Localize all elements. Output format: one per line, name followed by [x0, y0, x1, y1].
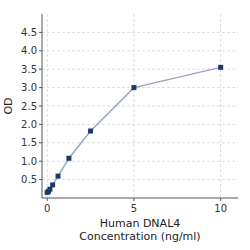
x-tick — [133, 198, 134, 201]
x-tick-label: 0 — [44, 203, 50, 214]
grid-line — [220, 14, 221, 198]
grid-line — [42, 50, 238, 51]
y-tick-label: 2.5 — [21, 101, 37, 112]
y-tick-label: 3.5 — [21, 64, 37, 75]
marker — [218, 65, 223, 70]
x-axis-label: Human DNAL4Concentration (ng/ml) — [79, 217, 200, 243]
grid — [42, 14, 238, 198]
marker — [50, 182, 55, 187]
grid-line — [42, 87, 238, 88]
y-axis-label: OD — [2, 97, 15, 114]
grid-line — [42, 142, 238, 143]
y-tick-label: 3.0 — [21, 82, 37, 93]
marker — [47, 187, 52, 192]
grid-line — [47, 14, 48, 198]
y-tick — [39, 124, 42, 125]
y-tick — [39, 179, 42, 180]
marker — [131, 85, 136, 90]
line — [47, 67, 220, 192]
grid-line — [42, 161, 238, 162]
x-tick — [220, 198, 221, 201]
y-tick — [39, 142, 42, 143]
x-axis-line — [42, 198, 238, 199]
plot-area — [45, 65, 223, 195]
grid-line — [42, 32, 238, 33]
y-tick — [39, 69, 42, 70]
y-tick-label: 4.0 — [21, 45, 37, 56]
marker — [88, 129, 93, 134]
y-tick-label: 4.5 — [21, 27, 37, 38]
marker — [56, 174, 61, 179]
chart: 0.5 1.0 1.5 2.0 2.5 3.0 3.5 4.0 4.5 0 5 10 Human DNA… — [0, 0, 250, 250]
y-tick — [39, 161, 42, 162]
x-tick — [47, 198, 48, 201]
grid-line — [42, 106, 238, 107]
y-tick-label: 0.5 — [21, 174, 37, 185]
y-tick — [39, 32, 42, 33]
grid-line — [42, 179, 238, 180]
y-tick-label: 1.5 — [21, 137, 37, 148]
grid-line — [42, 124, 238, 125]
y-tick — [39, 87, 42, 88]
x-tick-label: 5 — [131, 203, 137, 214]
marker — [66, 156, 71, 161]
y-tick-label: 1.0 — [21, 156, 37, 167]
y-tick — [39, 50, 42, 51]
y-tick — [39, 106, 42, 107]
grid-line — [133, 14, 134, 198]
x-tick-label: 10 — [214, 203, 227, 214]
y-tick-label: 2.0 — [21, 119, 37, 130]
